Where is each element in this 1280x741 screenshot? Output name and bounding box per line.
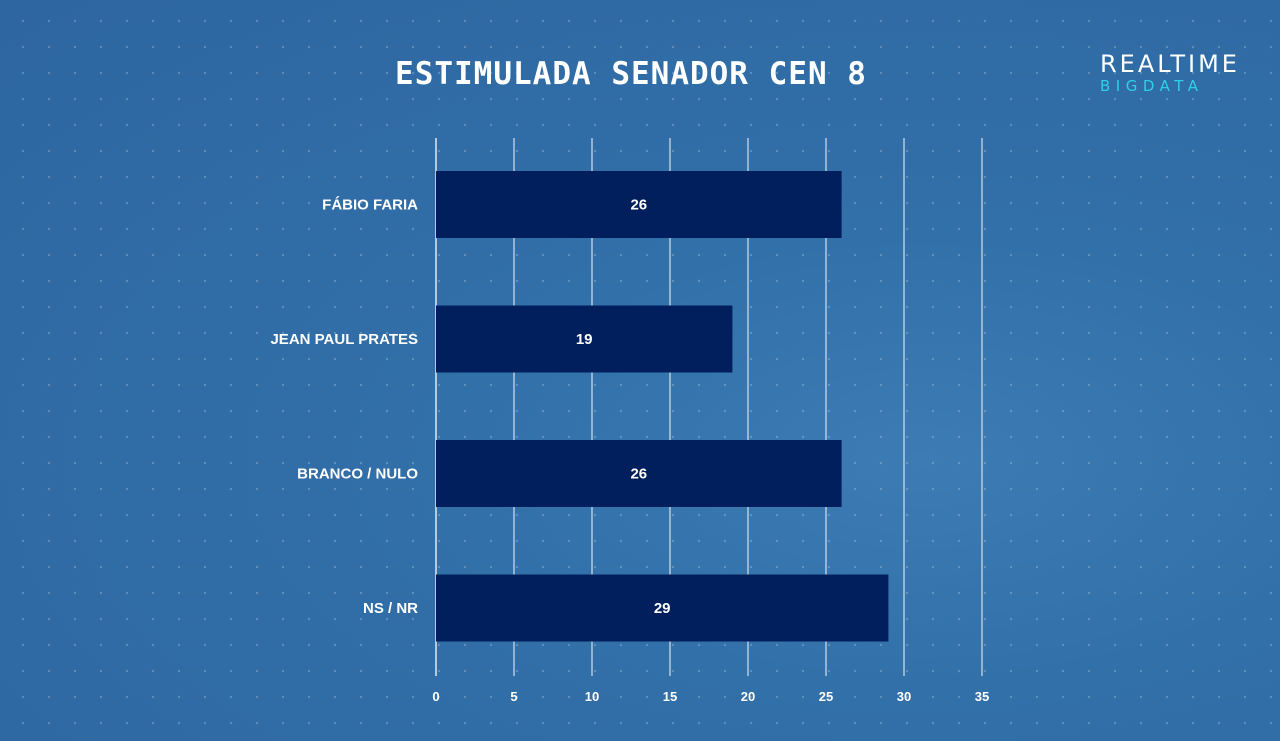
category-label: BRANCO / NULO bbox=[297, 466, 418, 483]
category-label: NS / NR bbox=[363, 600, 418, 617]
data-label: 26 bbox=[630, 197, 647, 214]
x-tick-label: 35 bbox=[975, 689, 989, 704]
data-label: 26 bbox=[630, 466, 647, 483]
category-label: JEAN PAUL PRATES bbox=[270, 331, 418, 348]
category-label: FÁBIO FARIA bbox=[322, 197, 418, 214]
logo-text-top: REALTIME bbox=[1100, 50, 1240, 78]
data-label: 19 bbox=[576, 331, 593, 348]
bar bbox=[436, 171, 842, 238]
x-tick-label: 10 bbox=[585, 689, 599, 704]
x-tick-label: 15 bbox=[663, 689, 677, 704]
bar bbox=[436, 440, 842, 507]
x-tick-label: 25 bbox=[819, 689, 833, 704]
x-tick-label: 0 bbox=[432, 689, 439, 704]
chart-title: ESTIMULADA SENADOR CEN 8 bbox=[395, 56, 867, 92]
realtime-bigdata-logo: REALTIME BIGDATA bbox=[1100, 50, 1240, 95]
data-label: 29 bbox=[654, 600, 671, 617]
x-tick-label: 30 bbox=[897, 689, 911, 704]
x-tick-label: 5 bbox=[510, 689, 517, 704]
logo-text-bottom: BIGDATA bbox=[1100, 77, 1204, 95]
bar bbox=[436, 574, 889, 642]
bar bbox=[436, 305, 733, 373]
x-tick-label: 20 bbox=[741, 689, 755, 704]
